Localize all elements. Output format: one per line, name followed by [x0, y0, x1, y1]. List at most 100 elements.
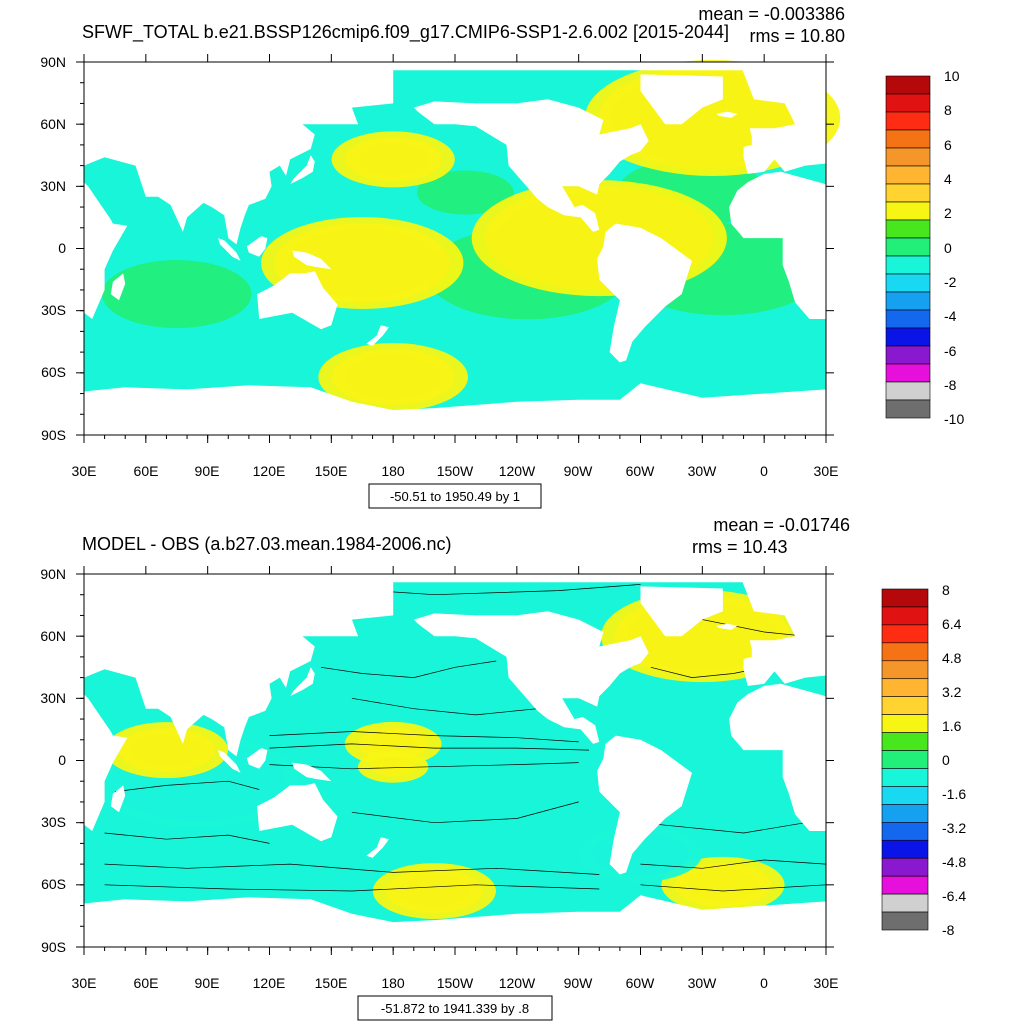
- x-tick-label: 120W: [499, 463, 536, 479]
- colorbar-box: [881, 822, 929, 841]
- land-africa-west: [729, 683, 826, 831]
- land-uk: [749, 128, 763, 145]
- x-tick-label: 120W: [499, 975, 536, 991]
- colorbar-label: -8: [944, 377, 957, 393]
- panel-1-rms: rms = 10.80: [749, 26, 845, 46]
- x-tick-label: 30E: [72, 975, 97, 991]
- colorbar-box: [881, 732, 929, 751]
- x-tick-label: 180: [381, 463, 405, 479]
- colorbar-box: [881, 768, 929, 787]
- y-tick-label: 60N: [40, 628, 66, 644]
- colorbar-box: [881, 911, 929, 931]
- land-new-zealand: [366, 325, 389, 346]
- land-iceland: [716, 623, 738, 630]
- colorbar-box: [881, 678, 929, 697]
- x-tick-label: 150W: [437, 975, 474, 991]
- land-eurasia: [84, 62, 394, 245]
- contour-line: [269, 731, 579, 743]
- panel-2-contours: [104, 584, 827, 892]
- x-tick-label: 150W: [437, 463, 474, 479]
- field-anomaly: [578, 825, 703, 882]
- land-greenland: [640, 74, 723, 125]
- x-tick-label: 30E: [814, 463, 839, 479]
- panel-1-mean: mean = -0.003386: [698, 4, 845, 24]
- panel-2: MODEL - OBS (a.b27.03.mean.1984-2006.nc)…: [40, 515, 966, 1021]
- contour-line: [269, 762, 579, 770]
- colorbar-label: 0: [944, 240, 952, 256]
- land-n-america: [413, 611, 649, 744]
- colorbar-box: [881, 642, 929, 662]
- colorbar-label: -8: [942, 922, 955, 938]
- colorbar-box: [881, 606, 929, 626]
- colorbar-box: [885, 255, 931, 275]
- panel-1-map: [83, 59, 841, 436]
- x-tick-label: 90E: [195, 463, 220, 479]
- x-tick-label: 90W: [564, 975, 594, 991]
- land-iceland: [716, 111, 738, 118]
- x-tick-label: 150E: [315, 975, 348, 991]
- panel-1-range-note: -50.51 to 1950.49 by 1: [390, 489, 520, 504]
- field-anomaly: [372, 863, 496, 920]
- colorbar-label: -6: [944, 343, 957, 359]
- colorbar-box: [885, 363, 931, 383]
- land-antarctica: [84, 383, 826, 435]
- colorbar-label: -4.8: [942, 854, 966, 870]
- y-tick-label: 90S: [41, 939, 66, 955]
- colorbar-label: 0: [942, 752, 950, 768]
- x-tick-label: 180: [381, 975, 405, 991]
- y-tick-label: 30S: [41, 814, 66, 830]
- colorbar-box: [881, 624, 929, 644]
- contour-line: [351, 801, 579, 824]
- colorbar-box: [881, 875, 929, 895]
- colorbar-box: [881, 804, 929, 823]
- y-tick-label: 90S: [41, 427, 66, 443]
- contour-line: [640, 884, 827, 892]
- panel-2-range-box: -51.872 to 1941.339 by .8: [357, 995, 553, 1021]
- colorbar-label: 10: [944, 68, 960, 84]
- x-tick-label: 60E: [134, 463, 159, 479]
- colorbar-label: 8: [944, 102, 952, 118]
- colorbar-box: [881, 660, 929, 680]
- land-madagascar: [110, 785, 126, 813]
- panel-1-xtick-labels: 30E 60E 90E 120E 150E 180 150W 120W 90W …: [72, 463, 839, 479]
- colorbar-label: 3.2: [942, 684, 962, 700]
- colorbar-box: [885, 237, 931, 257]
- land-n-polar: [84, 574, 826, 583]
- colorbar-label: 8: [942, 582, 950, 598]
- colorbar-box: [885, 327, 931, 347]
- colorbar-box: [881, 786, 929, 805]
- colorbar-box: [885, 201, 931, 221]
- contour-line: [640, 822, 806, 834]
- y-tick-label: 90N: [40, 566, 66, 582]
- y-tick-label: 60S: [41, 364, 66, 380]
- land-japan: [290, 155, 315, 185]
- field-anomaly: [416, 170, 514, 215]
- panel-2-map: [83, 573, 827, 948]
- panel-1-land: [84, 62, 826, 435]
- colorbar-label: 6.4: [942, 616, 962, 632]
- y-tick-label: 90N: [40, 54, 66, 70]
- panel-2-colorbar: 8 6.4 4.8 3.2 1.6 0 -1.6 -3.2 -4.8 -6.4 …: [881, 582, 966, 938]
- contour-line: [351, 697, 538, 716]
- field-anomaly: [661, 856, 785, 913]
- land-europe-west: [739, 62, 826, 174]
- land-s-america: [597, 223, 692, 363]
- land-uk: [749, 640, 763, 657]
- land-africa: [84, 182, 128, 319]
- x-tick-label: 60W: [626, 975, 656, 991]
- colorbar-label: -10: [944, 411, 964, 427]
- colorbar-box: [885, 183, 931, 203]
- field-anomaly: [101, 260, 252, 329]
- range-box-frame: [368, 483, 542, 509]
- colorbar-box: [885, 345, 931, 365]
- y-tick-label: 60S: [41, 876, 66, 892]
- land-n-polar: [84, 62, 826, 71]
- colorbar-label: -4: [944, 308, 957, 324]
- x-tick-label: 0: [760, 463, 768, 479]
- x-tick-label: 30W: [688, 975, 718, 991]
- x-tick-label: 150E: [315, 463, 348, 479]
- land-new-guinea: [292, 762, 332, 782]
- contour-line: [640, 859, 827, 869]
- x-tick-label: 30W: [688, 463, 718, 479]
